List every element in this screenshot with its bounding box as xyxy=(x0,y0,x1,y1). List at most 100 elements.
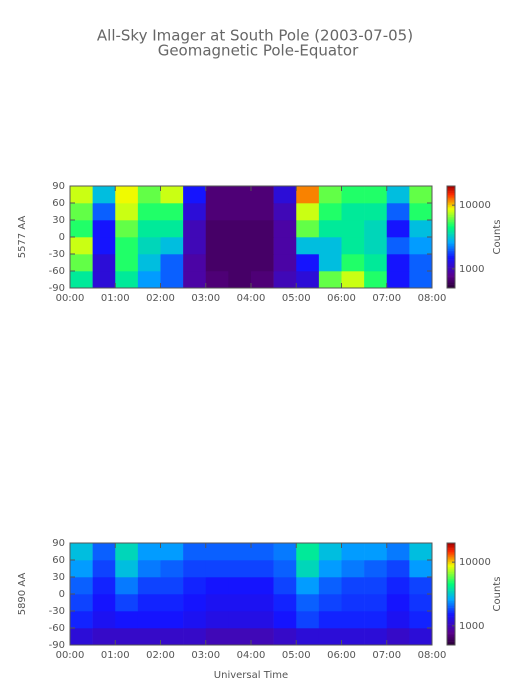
heat-cell xyxy=(115,628,139,646)
colorbar-swatch xyxy=(447,259,455,262)
heat-cell xyxy=(296,560,320,578)
y-tick-label: 0 xyxy=(59,589,65,600)
heat-cell xyxy=(409,560,433,578)
heat-cell xyxy=(137,237,161,255)
colorbar-swatch xyxy=(447,600,455,603)
heat-cell xyxy=(183,220,207,238)
heat-cell xyxy=(70,560,93,578)
heat-cell xyxy=(92,560,116,578)
heat-cell xyxy=(70,220,93,238)
heat-cell xyxy=(409,254,433,272)
colorbar-swatch xyxy=(447,218,455,221)
heat-cell xyxy=(92,594,116,612)
colorbar-swatch xyxy=(447,561,455,564)
colorbar-tick-label: 1000 xyxy=(459,264,484,275)
colorbar-swatch xyxy=(447,203,455,205)
colorbar-swatch xyxy=(447,585,455,588)
heat-cell xyxy=(386,203,410,221)
heat-cell xyxy=(228,220,252,238)
colorbar-swatch xyxy=(447,191,455,194)
heat-cell xyxy=(273,220,297,238)
heat-cell xyxy=(70,237,93,255)
heat-cell xyxy=(318,611,342,629)
heat-cell xyxy=(70,271,93,289)
heat-cell xyxy=(251,628,274,646)
heat-cell xyxy=(92,220,116,238)
colorbar-swatch xyxy=(447,611,455,613)
heat-cell xyxy=(318,628,342,646)
heat-cell xyxy=(296,611,320,629)
heat-cell xyxy=(386,186,410,204)
heat-cell xyxy=(137,186,161,204)
heat-cell xyxy=(409,220,433,238)
heat-cell xyxy=(92,237,116,255)
heat-cell xyxy=(70,577,93,595)
heat-cell xyxy=(115,271,139,289)
y-axis-label: 5577 AA xyxy=(17,216,28,259)
heat-cell xyxy=(205,186,229,204)
heat-cell xyxy=(228,203,252,221)
colorbar-swatch xyxy=(447,566,455,569)
heat-cell xyxy=(318,543,342,561)
heat-cell xyxy=(70,186,93,204)
colorbar-swatch xyxy=(447,580,455,583)
colorbar-swatch xyxy=(447,628,455,630)
heat-cell xyxy=(205,254,229,272)
heat-cell xyxy=(273,611,297,629)
heat-cell xyxy=(228,594,252,612)
heat-cell xyxy=(183,186,207,204)
heat-cell xyxy=(228,611,252,629)
colorbar-swatch xyxy=(447,599,455,602)
colorbar-swatch xyxy=(447,622,455,625)
colorbar-swatch xyxy=(447,238,455,241)
heat-cell xyxy=(205,628,229,646)
heat-cell xyxy=(409,237,433,255)
heat-cell xyxy=(160,628,184,646)
heat-cell xyxy=(137,220,161,238)
colorbar-swatch xyxy=(447,216,455,219)
heat-cell xyxy=(205,271,229,289)
colorbar-swatch xyxy=(447,282,455,285)
colorbar-swatch xyxy=(447,577,455,579)
heat-cell xyxy=(70,203,93,221)
colorbar-swatch xyxy=(447,272,455,275)
y-tick-label: 60 xyxy=(52,555,65,566)
colorbar-swatch xyxy=(447,257,455,260)
colorbar-swatch xyxy=(447,189,455,192)
heat-cell xyxy=(364,611,388,629)
colorbar-swatch xyxy=(447,609,455,612)
heat-cell xyxy=(92,628,116,646)
x-tick-label: 06:00 xyxy=(327,650,356,661)
y-tick-label: -30 xyxy=(49,606,65,617)
heat-cell xyxy=(273,203,297,221)
heat-cell xyxy=(409,577,433,595)
heat-cell xyxy=(205,560,229,578)
heat-cell xyxy=(318,220,342,238)
colorbar-swatch xyxy=(447,196,455,199)
heat-cell xyxy=(296,594,320,612)
colorbar-swatch xyxy=(447,568,455,571)
heat-cell xyxy=(251,594,274,612)
heat-cell xyxy=(386,560,410,578)
heat-cell xyxy=(92,254,116,272)
x-tick-label: 04:00 xyxy=(237,293,266,304)
heat-cell xyxy=(137,594,161,612)
heat-cell xyxy=(341,237,365,255)
heat-cell xyxy=(296,186,320,204)
heat-cell xyxy=(115,220,139,238)
heat-cell xyxy=(318,560,342,578)
x-tick-label: 01:00 xyxy=(101,650,130,661)
heat-cell xyxy=(341,203,365,221)
y-tick-label: -60 xyxy=(49,266,65,277)
colorbar-swatch xyxy=(447,192,455,195)
heat-cell xyxy=(205,237,229,255)
colorbar-swatch xyxy=(447,281,455,284)
heat-cell xyxy=(273,543,297,561)
heat-cell xyxy=(205,543,229,561)
heat-cell xyxy=(228,254,252,272)
heat-cell xyxy=(160,611,184,629)
colorbar-swatch xyxy=(447,616,455,619)
heat-cell xyxy=(341,254,365,272)
heat-cell xyxy=(386,594,410,612)
heat-cell xyxy=(183,577,207,595)
